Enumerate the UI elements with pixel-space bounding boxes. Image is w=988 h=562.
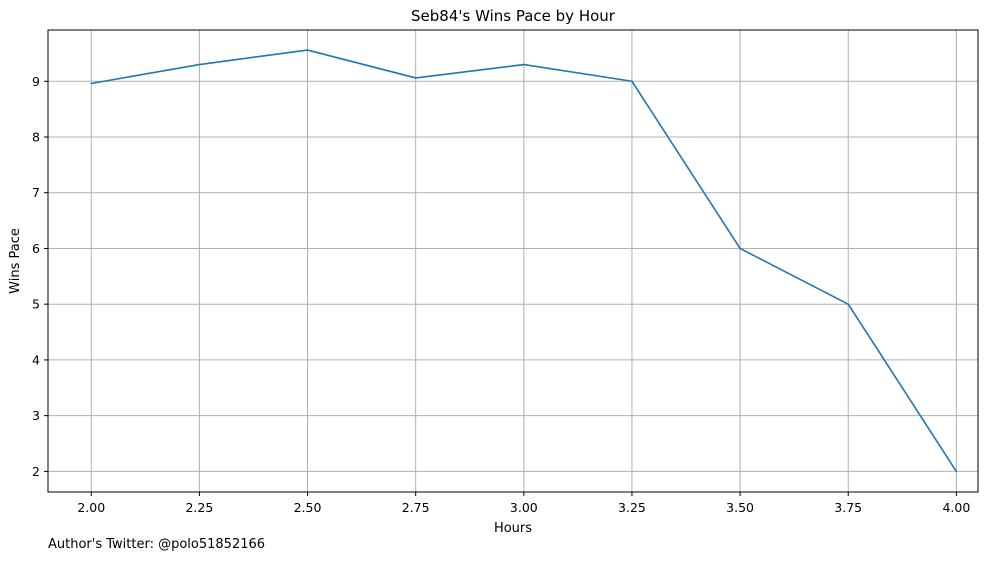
y-axis-title: Wins Pace xyxy=(8,228,23,294)
y-tick-label: 4 xyxy=(32,352,40,367)
data-point xyxy=(523,63,525,66)
x-tick-label: 2.50 xyxy=(294,500,322,515)
x-tick-label: 2.75 xyxy=(402,500,430,515)
x-axis: 2.00 2.25 2.50 2.75 3.00 3.25 3.50 3.75 4.00 xyxy=(77,492,970,515)
data-point xyxy=(306,49,309,51)
data-point xyxy=(847,303,850,305)
y-axis: 2 3 4 5 6 7 8 9 xyxy=(32,74,48,479)
y-tick-label: 9 xyxy=(32,74,40,89)
author-footnote: Author's Twitter: @polo51852166 xyxy=(48,537,266,552)
x-tick-label: 3.50 xyxy=(726,500,754,515)
x-tick-label: 3.25 xyxy=(618,500,646,515)
x-tick-label: 3.00 xyxy=(510,500,538,515)
grid xyxy=(48,30,978,492)
plot-frame xyxy=(47,29,979,493)
x-axis-title: Hours xyxy=(494,521,532,536)
y-tick-label: 6 xyxy=(32,241,40,256)
y-tick-label: 3 xyxy=(32,408,40,423)
data-point xyxy=(90,82,93,85)
y-tick-label: 7 xyxy=(32,185,40,200)
data-point xyxy=(739,247,741,250)
y-tick-label: 5 xyxy=(32,297,40,312)
data-point xyxy=(631,80,633,83)
data-point xyxy=(414,77,417,79)
x-tick-label: 3.75 xyxy=(834,500,862,515)
x-tick-label: 2.00 xyxy=(77,500,105,515)
x-tick-label: 2.25 xyxy=(185,500,213,515)
chart-title: Seb84's Wins Pace by Hour xyxy=(411,7,616,25)
data-point xyxy=(955,470,958,473)
series-group xyxy=(90,49,958,473)
x-tick-label: 4.00 xyxy=(942,500,970,515)
y-tick-label: 2 xyxy=(32,464,40,479)
data-point xyxy=(198,63,201,66)
y-tick-label: 8 xyxy=(32,130,40,145)
